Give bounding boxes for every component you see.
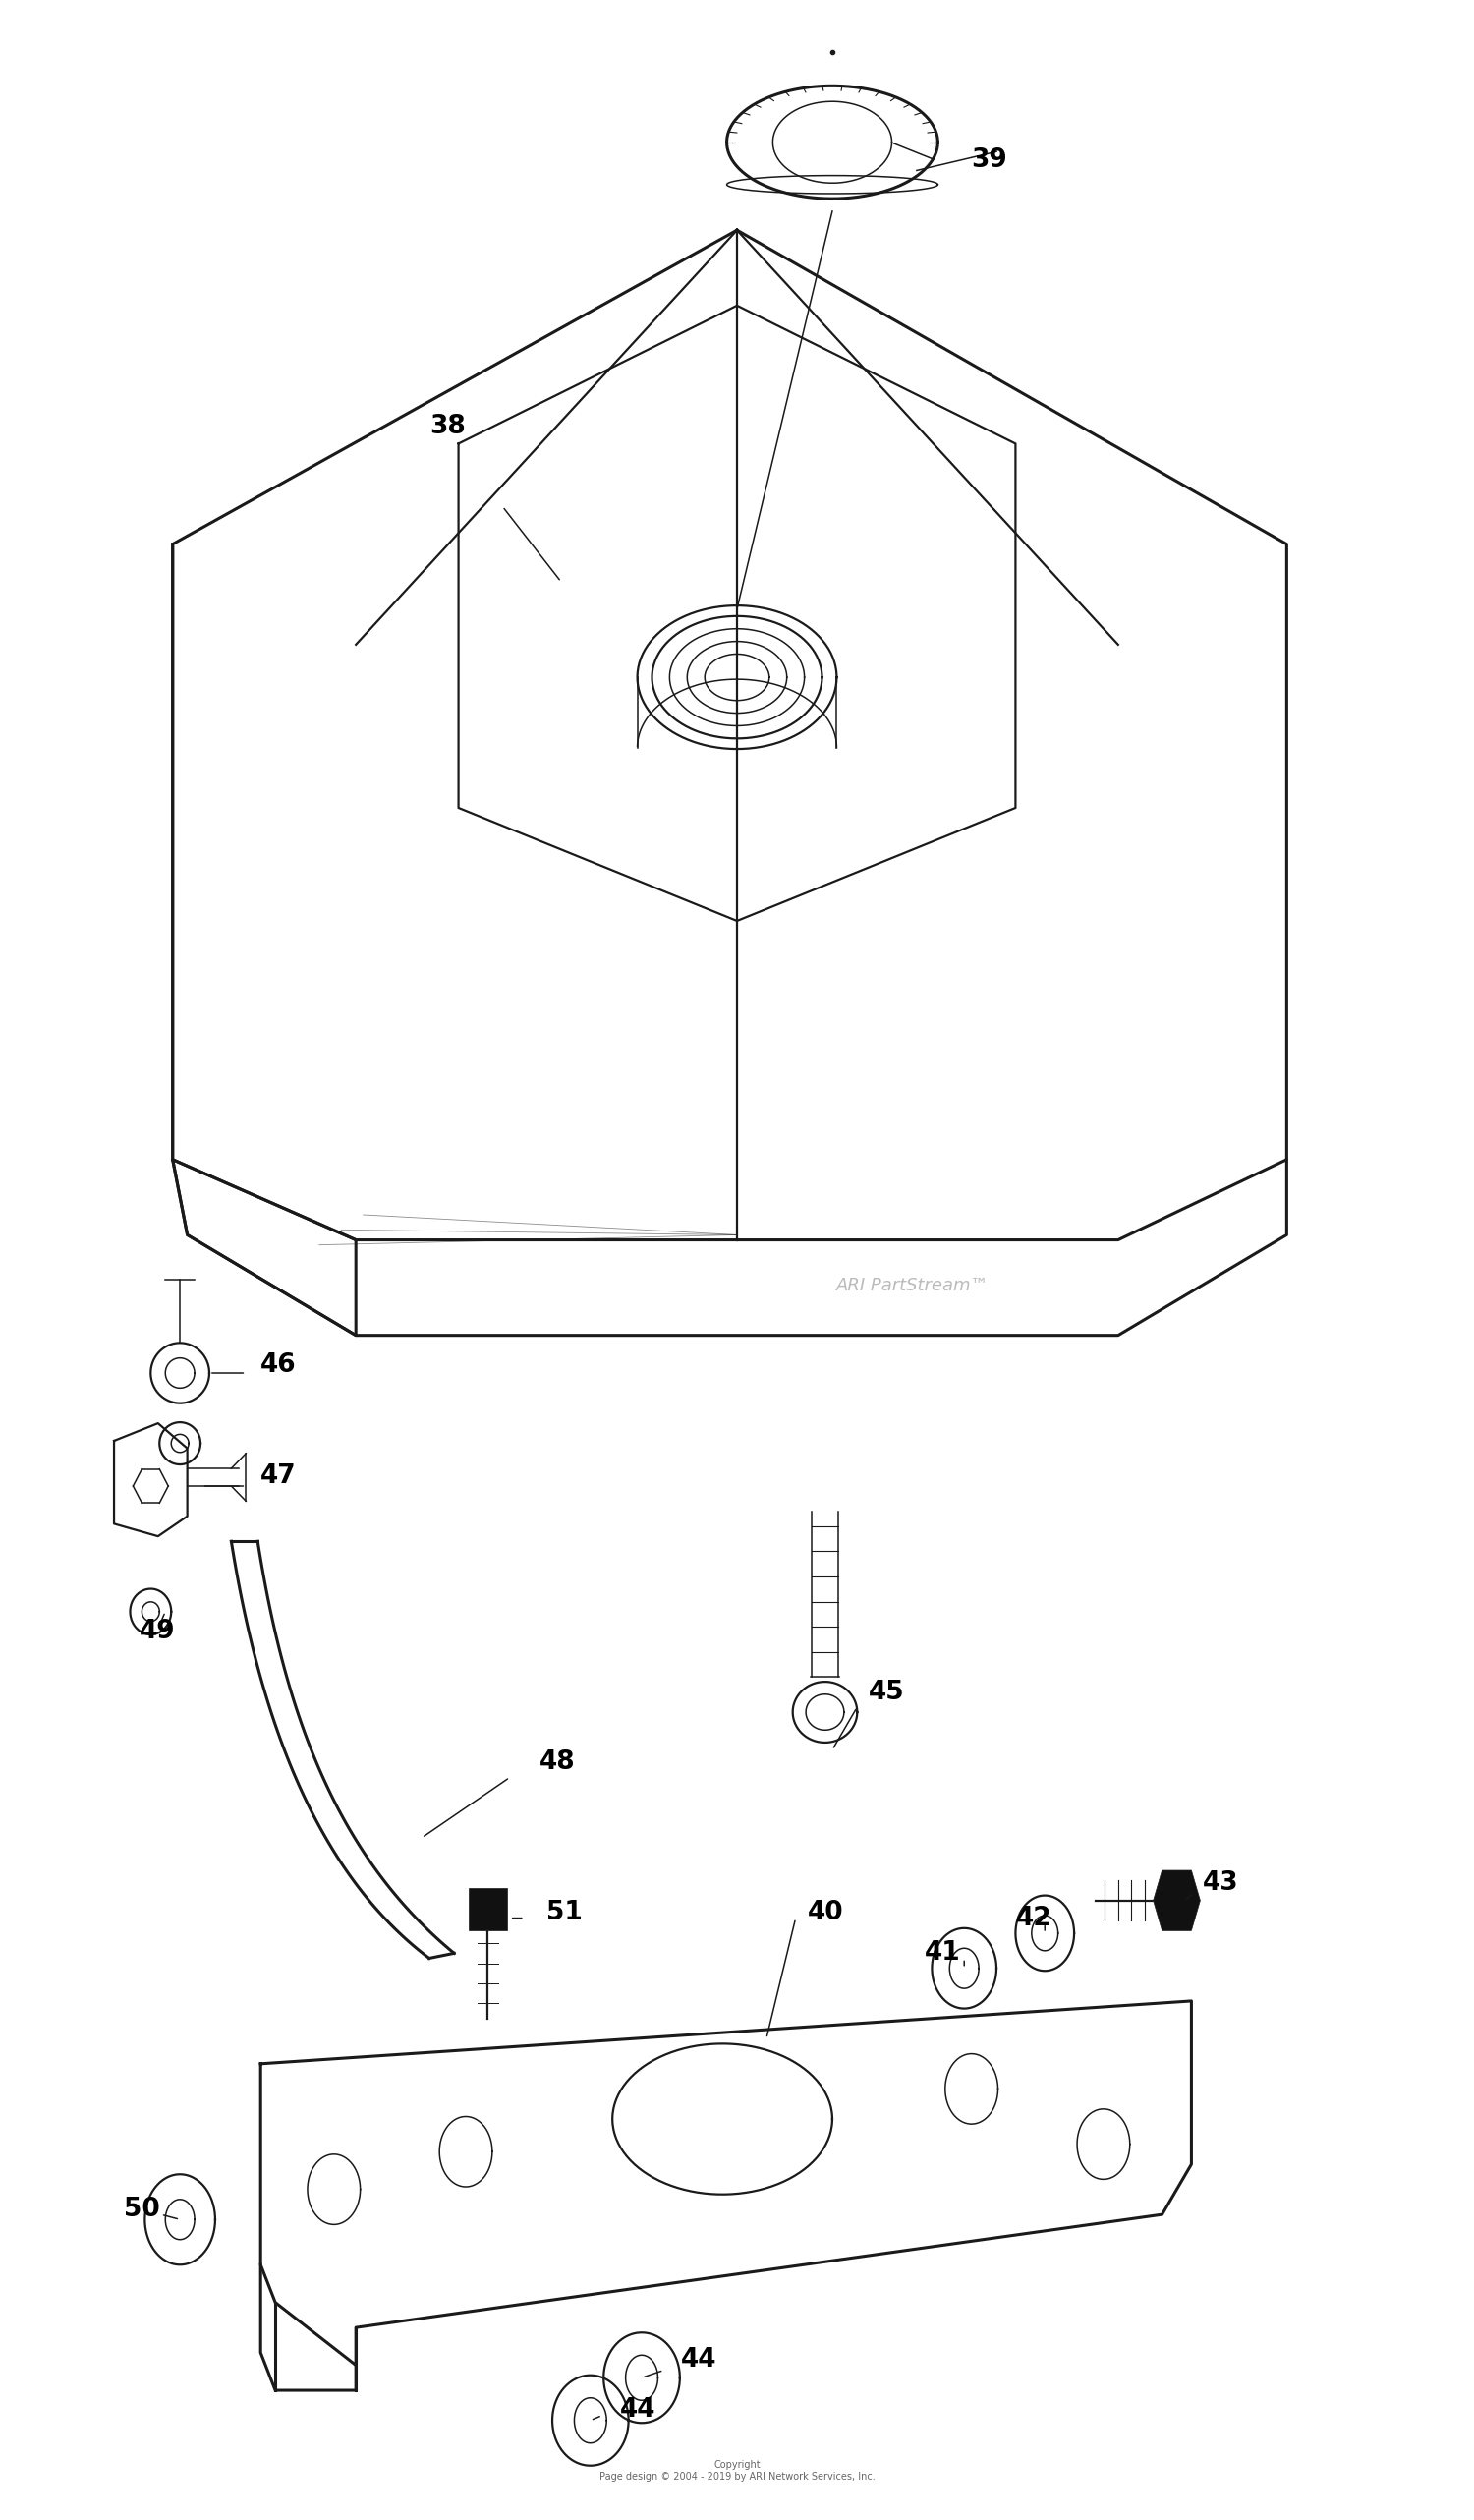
Text: ARI PartStream™: ARI PartStream™ <box>836 1275 989 1293</box>
Text: 43: 43 <box>1203 1870 1240 1895</box>
Polygon shape <box>1153 1870 1200 1930</box>
Text: 40: 40 <box>808 1900 843 1925</box>
Text: 39: 39 <box>971 146 1008 171</box>
Text: 46: 46 <box>261 1353 296 1378</box>
Text: 45: 45 <box>868 1678 905 1706</box>
Text: 41: 41 <box>924 1940 961 1966</box>
Text: 44: 44 <box>619 2397 656 2424</box>
Text: 48: 48 <box>539 1749 575 1774</box>
Text: 44: 44 <box>681 2349 718 2374</box>
Text: 38: 38 <box>429 413 466 438</box>
Text: 50: 50 <box>124 2197 161 2223</box>
Text: 51: 51 <box>547 1900 582 1925</box>
Polygon shape <box>469 1887 507 1930</box>
Text: Copyright
Page design © 2004 - 2019 by ARI Network Services, Inc.: Copyright Page design © 2004 - 2019 by A… <box>598 2460 876 2482</box>
Text: 42: 42 <box>1016 1905 1051 1930</box>
Text: 49: 49 <box>139 1618 175 1646</box>
Text: 47: 47 <box>261 1464 296 1489</box>
